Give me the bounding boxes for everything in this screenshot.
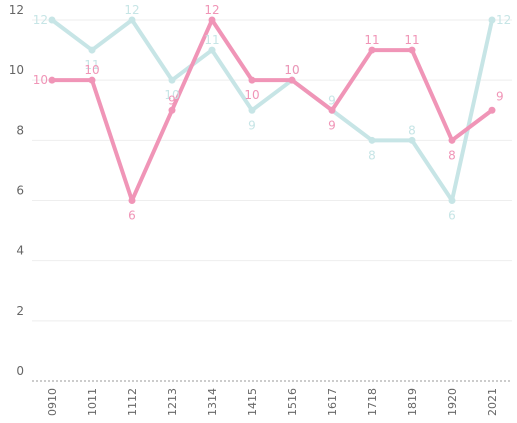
series-2-data-label: 9 <box>496 89 504 103</box>
series-2-point <box>288 76 296 84</box>
series-2-data-label: 6 <box>128 209 136 223</box>
x-tick-label: 1819 <box>406 388 419 416</box>
series-2-point <box>168 106 176 114</box>
gridlines <box>32 19 512 322</box>
series-1-data-label: 12 <box>33 13 48 27</box>
x-tick-label: 2021 <box>486 388 499 416</box>
x-tick-label: 1112 <box>126 388 139 416</box>
series-2-data-label: 12 <box>204 3 219 17</box>
series-2-data-label: 9 <box>168 93 176 107</box>
series-1-data-label: 9 <box>328 93 336 107</box>
x-tick-label: 1920 <box>446 388 459 416</box>
series-1-data-label: 8 <box>408 123 416 137</box>
series-2-point <box>488 106 496 114</box>
y-tick-label: 0 <box>16 364 24 378</box>
series-2-point <box>328 106 336 114</box>
series-2-point <box>248 76 256 84</box>
y-tick-label: 8 <box>16 123 24 137</box>
series-1-data-label: 9 <box>248 118 256 132</box>
series-1-line <box>50 18 494 203</box>
series-2-line <box>50 18 494 203</box>
y-tick-label: 2 <box>16 304 24 318</box>
series-2-point <box>408 46 416 54</box>
series-1-point <box>168 76 176 84</box>
series-1-point <box>208 46 216 54</box>
series-group <box>48 16 496 204</box>
series-2-data-label: 9 <box>328 118 336 132</box>
series-1-data-label: 6 <box>448 209 456 223</box>
series-2-data-label: 10 <box>244 88 259 102</box>
x-tick-label: 1415 <box>246 388 259 416</box>
series-1-data-label: 12 <box>124 3 139 17</box>
series-2-point <box>128 197 136 204</box>
series-1-data-label: 11 <box>84 58 99 72</box>
y-tick-label: 10 <box>9 63 24 77</box>
series-1-data-label: 10 <box>164 88 179 102</box>
series-1-data-label: 10 <box>284 63 299 77</box>
series-2-point <box>88 76 96 84</box>
x-tick-label: 1718 <box>366 388 379 416</box>
series-1-point <box>48 16 56 24</box>
series-1-data-label: 8 <box>368 148 376 162</box>
series-1-point <box>368 136 376 144</box>
y-axis: 0 2 4 6 8 10 12 <box>9 3 24 378</box>
series-1-point <box>248 106 256 114</box>
x-tick-label: 1314 <box>206 388 219 416</box>
x-tick-label: 1617 <box>326 388 339 416</box>
series-1-point <box>88 46 96 54</box>
series-2-data-label: 8 <box>448 148 456 162</box>
x-tick-label: 0910 <box>46 388 59 416</box>
series-1-point <box>488 16 496 24</box>
series-2-point <box>48 76 56 84</box>
y-tick-label: 12 <box>9 3 24 17</box>
y-tick-label: 4 <box>16 244 24 258</box>
x-tick-label: 1516 <box>286 388 299 416</box>
x-tick-label: 1011 <box>86 388 99 416</box>
x-tick-label: 1213 <box>166 388 179 416</box>
series-2-point <box>368 46 376 54</box>
series-2-data-label: 10 <box>284 63 299 77</box>
series-1-data-label: 11 <box>204 33 219 47</box>
series-2-point <box>448 136 456 144</box>
series-1-point <box>128 16 136 24</box>
y-tick-label: 6 <box>16 184 24 198</box>
series-2-point <box>208 16 216 24</box>
x-axis: 0910 1011 1112 1213 1314 1415 1516 1617 1718 1819… <box>32 380 512 416</box>
series-2-data-label: 10 <box>84 63 99 77</box>
series-2-data-label: 11 <box>404 33 419 47</box>
series-1-point <box>408 136 416 144</box>
series-1-data-label: 12 <box>496 13 511 27</box>
series-2-data-label: 11 <box>364 33 379 47</box>
series-1-point <box>448 197 456 204</box>
series-2-data-label: 10 <box>33 73 48 87</box>
